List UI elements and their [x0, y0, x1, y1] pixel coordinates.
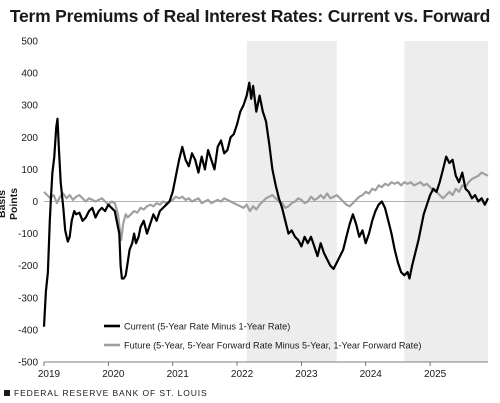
y-tick-label: 0 [32, 197, 38, 208]
x-tick-label: 2023 [295, 369, 318, 380]
y-tick-label: 500 [21, 37, 38, 48]
axes [44, 201, 488, 363]
y-tick-label: -100 [18, 229, 38, 240]
series-lines [42, 81, 489, 327]
y-tick-label: 300 [21, 101, 38, 112]
legend: Current (5-Year Rate Minus 1-Year Rate) F… [104, 321, 421, 350]
x-tick-label: 2021 [167, 369, 190, 380]
legend-label-current: Current (5-Year Rate Minus 1-Year Rate) [124, 321, 290, 331]
footer-source: FEDERAL RESERVE BANK OF ST. LOUIS [4, 388, 208, 398]
series-line-current [42, 81, 489, 327]
footer-source-text: FEDERAL RESERVE BANK OF ST. LOUIS [14, 388, 208, 398]
legend-label-future: Future (5-Year, 5-Year Forward Rate Minu… [124, 340, 421, 350]
y-tick-label: 100 [21, 165, 38, 176]
x-tick-label: 2020 [102, 369, 125, 380]
series-line-future [43, 171, 489, 242]
x-tick-label: 2019 [38, 369, 61, 380]
chart-title: Term Premiums of Real Interest Rates: Cu… [9, 6, 491, 26]
y-tick-label: -300 [18, 293, 38, 304]
y-tick-labels: 500 400 300 200 100 0 -100 -200 -300 -400 -500 [18, 37, 38, 369]
x-tick-label: 2025 [424, 369, 447, 380]
y-tick-label: -200 [18, 261, 38, 272]
y-tick-label: 400 [21, 69, 38, 80]
x-tick-label: 2024 [360, 369, 383, 380]
fred-logo-mark [4, 390, 10, 396]
x-tick-label: 2022 [231, 369, 254, 380]
x-tick-labels: 2019 2020 2021 2022 2023 2024 2025 [38, 362, 447, 380]
y-tick-label: -500 [18, 358, 38, 369]
y-tick-label: -400 [18, 325, 38, 336]
y-tick-label: 200 [21, 133, 38, 144]
